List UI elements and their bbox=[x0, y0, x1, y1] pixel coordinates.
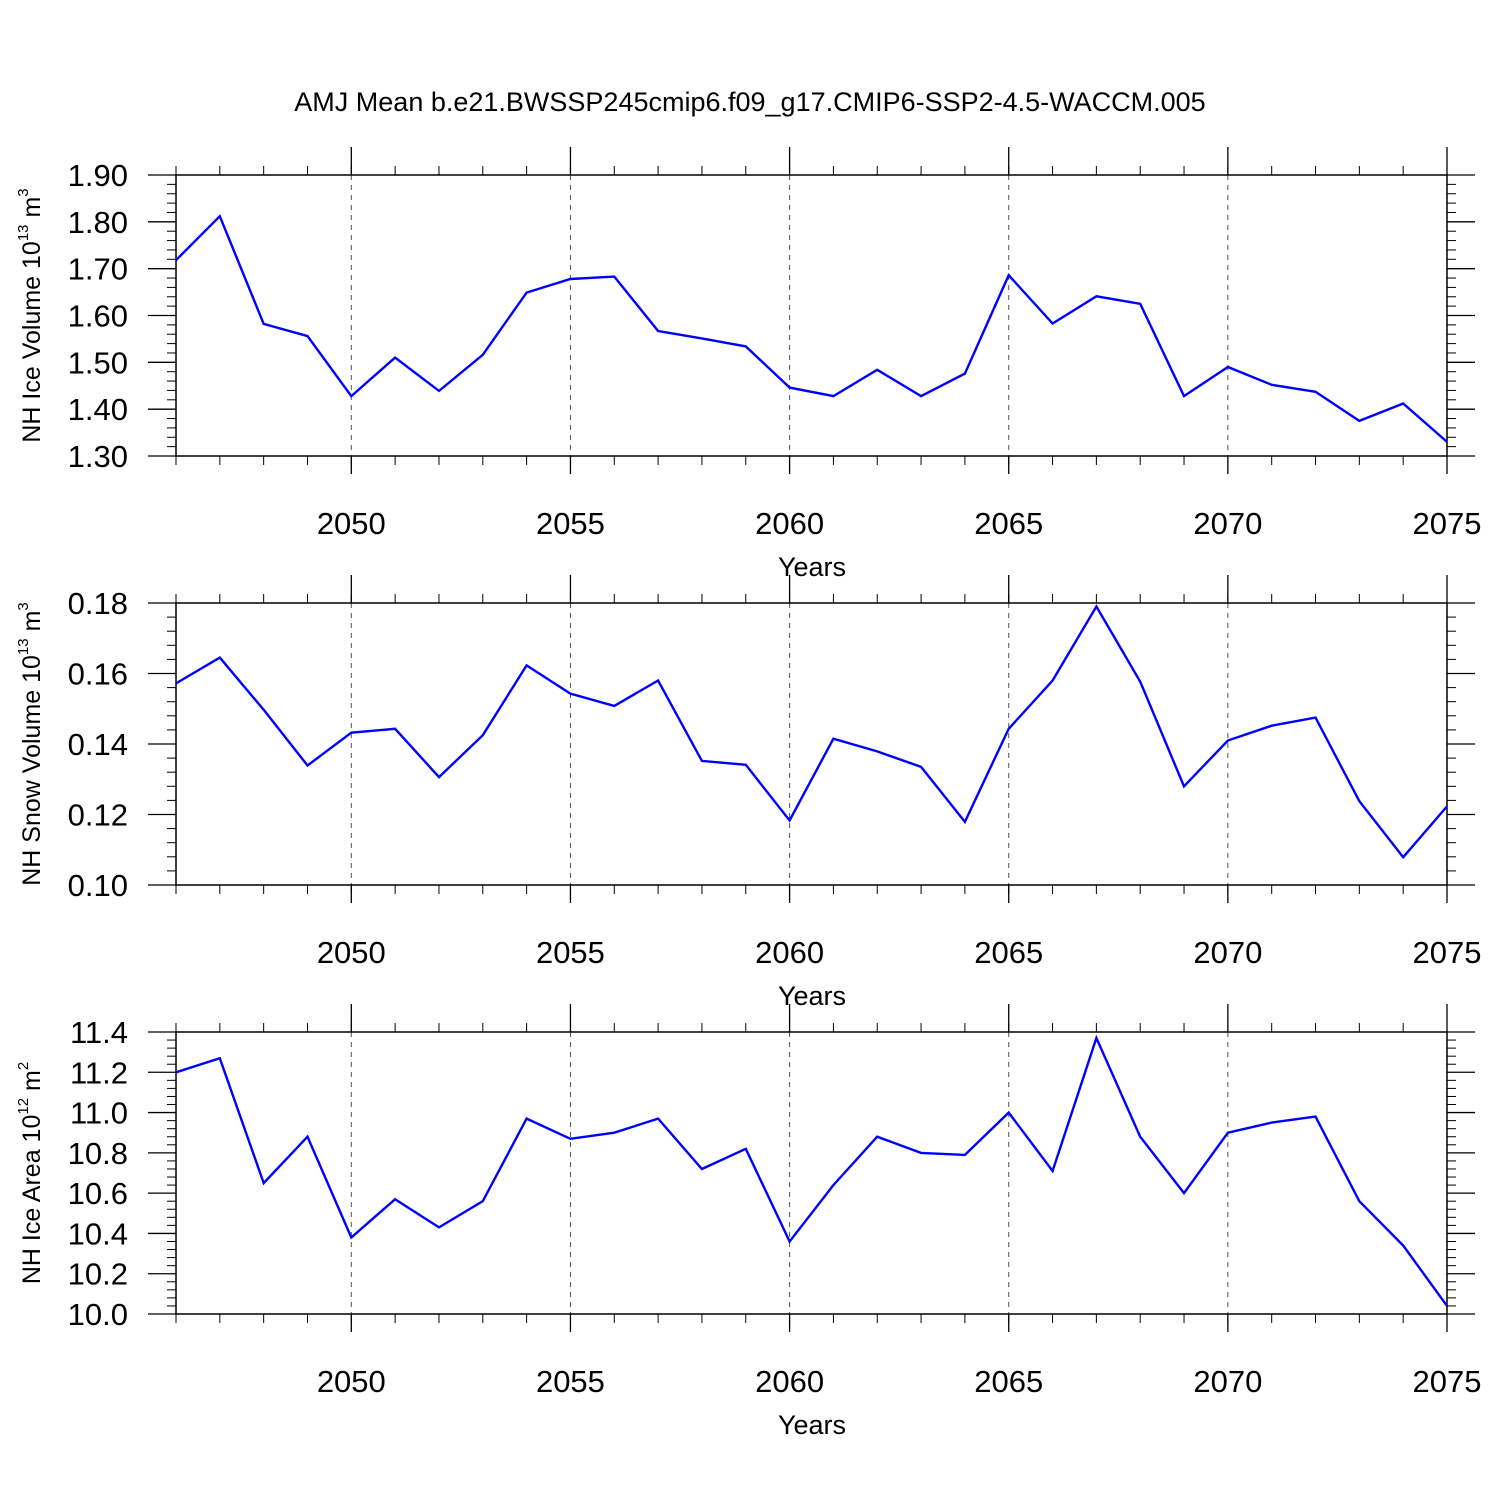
y-axis-label: NH Ice Volume 1013 m3 bbox=[15, 188, 46, 442]
y-tick-label: 1.70 bbox=[68, 252, 128, 287]
x-axis-label: Years bbox=[778, 1410, 846, 1440]
x-tick-label: 2055 bbox=[536, 1364, 605, 1399]
x-tick-label: 2055 bbox=[536, 506, 605, 541]
y-tick-label: 0.18 bbox=[68, 586, 128, 621]
y-tick-label: 1.30 bbox=[68, 439, 128, 474]
y-tick-label: 11.0 bbox=[70, 1096, 128, 1131]
y-tick-label: 10.8 bbox=[68, 1136, 128, 1171]
y-tick-label: 10.6 bbox=[68, 1176, 128, 1211]
y-axis-label: NH Ice Area 1012 m2 bbox=[15, 1062, 46, 1284]
y-tick-label: 11.2 bbox=[70, 1055, 128, 1090]
y-tick-label: 1.40 bbox=[68, 392, 128, 427]
y-tick-label: 1.90 bbox=[68, 158, 128, 193]
chart-panel-2: 2050 2055 2060 2065 2070 2075 0.10 0.12 0.14 0.16… bbox=[15, 575, 1481, 1011]
x-tick-label: 2050 bbox=[317, 935, 386, 970]
x-tick-label: 2060 bbox=[755, 935, 824, 970]
x-tick-label: 2070 bbox=[1193, 506, 1262, 541]
y-tick-label: 11.4 bbox=[70, 1015, 128, 1050]
y-tick-label: 10.4 bbox=[68, 1216, 128, 1251]
y-tick-label: 0.10 bbox=[68, 868, 128, 903]
chart-panel-3: 2050 2055 2060 2065 2070 2075 10.0 10.2 10.4 10.6… bbox=[15, 1004, 1481, 1440]
x-tick-label: 2050 bbox=[317, 1364, 386, 1399]
plot-frame bbox=[175, 174, 1448, 457]
y-tick-label: 0.12 bbox=[68, 798, 128, 833]
x-axis-label: Years bbox=[778, 981, 846, 1011]
x-tick-label: 2070 bbox=[1193, 1364, 1262, 1399]
data-line-nh-ice-area bbox=[175, 1034, 1448, 1307]
y-tick-label: 10.0 bbox=[68, 1297, 128, 1332]
x-tick-label: 2075 bbox=[1413, 1364, 1482, 1399]
data-line-nh-snow-volume bbox=[175, 604, 1448, 860]
y-tick-label: 1.80 bbox=[68, 205, 128, 240]
x-tick-label: 2065 bbox=[974, 506, 1043, 541]
x-tick-label: 2060 bbox=[755, 506, 824, 541]
x-tick-label: 2075 bbox=[1413, 506, 1482, 541]
data-line-nh-ice-volume bbox=[175, 214, 1448, 443]
x-tick-label: 2055 bbox=[536, 935, 605, 970]
y-tick-label: 0.14 bbox=[68, 727, 128, 762]
x-axis-label: Years bbox=[778, 552, 846, 582]
x-tick-label: 2075 bbox=[1413, 935, 1482, 970]
y-tick-label: 10.2 bbox=[68, 1257, 128, 1292]
plot-frame bbox=[175, 602, 1448, 886]
plot-frame bbox=[175, 1031, 1448, 1315]
y-tick-label: 1.50 bbox=[68, 345, 128, 380]
chart-panel-1: 2050 2055 2060 2065 2070 2075 1.30 1.40 1.50 1.60… bbox=[15, 147, 1481, 582]
panels: 2050 2055 2060 2065 2070 2075 1.30 1.40 1.50 1.60… bbox=[15, 147, 1481, 1440]
x-tick-label: 2065 bbox=[974, 935, 1043, 970]
x-tick-label: 2065 bbox=[974, 1364, 1043, 1399]
y-axis-label: NH Snow Volume 1013 m3 bbox=[15, 602, 46, 886]
y-tick-label: 0.16 bbox=[68, 657, 128, 692]
y-tick-label: 1.60 bbox=[68, 299, 128, 334]
x-tick-label: 2060 bbox=[755, 1364, 824, 1399]
figure-title: AMJ Mean b.e21.BWSSP245cmip6.f09_g17.CMI… bbox=[294, 87, 1205, 117]
x-tick-label: 2070 bbox=[1193, 935, 1262, 970]
x-tick-label: 2050 bbox=[317, 506, 386, 541]
